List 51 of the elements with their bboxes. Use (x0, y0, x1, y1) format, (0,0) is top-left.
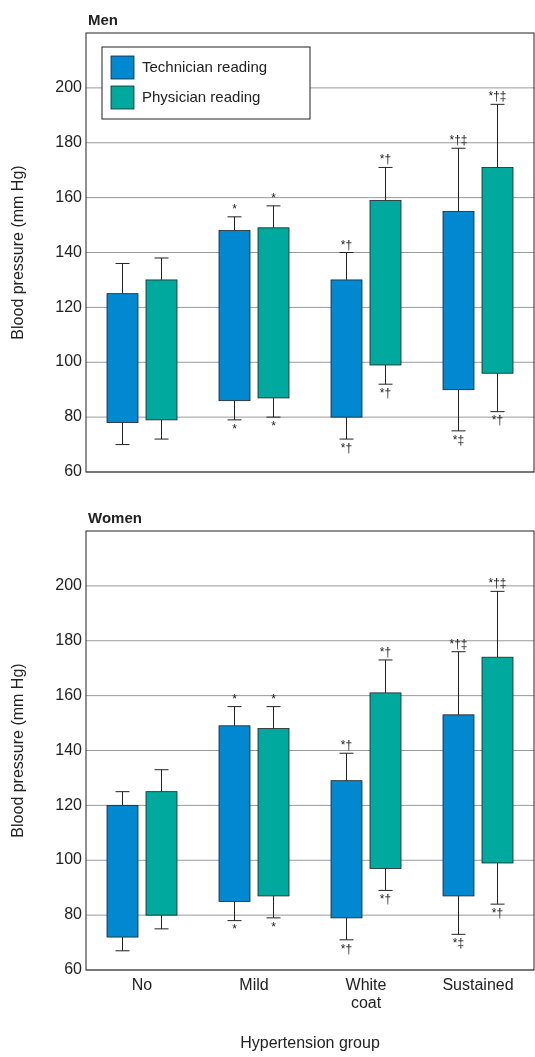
y-tick-label: 160 (55, 187, 83, 205)
chart-title: Men (88, 11, 118, 28)
legend-label: Technician reading (142, 57, 268, 75)
annotation: * (232, 922, 238, 937)
y-tick-label: 120 (55, 297, 83, 315)
y-tick-label: 80 (64, 905, 83, 923)
y-tick-label: 80 (64, 407, 83, 425)
annotation: *†‡ (449, 133, 468, 148)
chart-title: Women (88, 509, 142, 526)
y-tick-label: 180 (55, 132, 83, 150)
annotation: *† (379, 892, 392, 907)
y-tick-label: 100 (55, 352, 83, 370)
annotation: *† (379, 644, 392, 659)
x-axis-title: Hypertension group (240, 1034, 380, 1051)
annotation: * (232, 691, 238, 706)
y-tick-label: 60 (64, 462, 83, 480)
y-tick-label: 200 (55, 576, 83, 594)
annotation: *‡ (452, 936, 465, 951)
annotation: *† (491, 905, 504, 920)
annotation: *† (379, 386, 392, 400)
y-axis-title: Blood pressure (mm Hg) (9, 165, 26, 340)
annotation: *‡ (452, 432, 465, 447)
x-tick-label: No (131, 976, 153, 993)
y-tick-label: 140 (55, 242, 83, 260)
y-tick-label: 100 (55, 850, 83, 868)
y-tick-label: 180 (55, 630, 83, 648)
annotation: * (232, 201, 238, 216)
y-tick-label: 60 (64, 960, 83, 978)
y-axis-title: Blood pressure (mm Hg) (9, 663, 26, 838)
x-tick-label: Sustained (442, 976, 514, 993)
y-tick-label: 160 (55, 685, 83, 703)
annotation: *† (340, 941, 353, 956)
annotation: * (271, 919, 277, 934)
annotation: *† (340, 237, 353, 252)
annotation: *†‡ (488, 89, 507, 104)
annotation: *†‡ (449, 636, 468, 651)
y-tick-label: 120 (55, 795, 83, 813)
annotation: *† (340, 440, 353, 455)
x-tick-label: Mild (239, 976, 269, 993)
annotation: *† (340, 738, 353, 753)
annotation: * (232, 421, 238, 436)
x-tick-label: White coat (345, 976, 387, 1011)
legend-label: Physician reading (142, 87, 261, 105)
y-tick-label: 140 (55, 740, 83, 758)
annotation: *† (491, 413, 504, 428)
y-tick-label: 200 (55, 78, 83, 96)
annotation: * (271, 418, 277, 433)
annotation: * (271, 691, 277, 706)
annotation: *† (379, 152, 392, 167)
annotation: * (271, 190, 277, 205)
annotation: *†‡ (488, 576, 507, 591)
